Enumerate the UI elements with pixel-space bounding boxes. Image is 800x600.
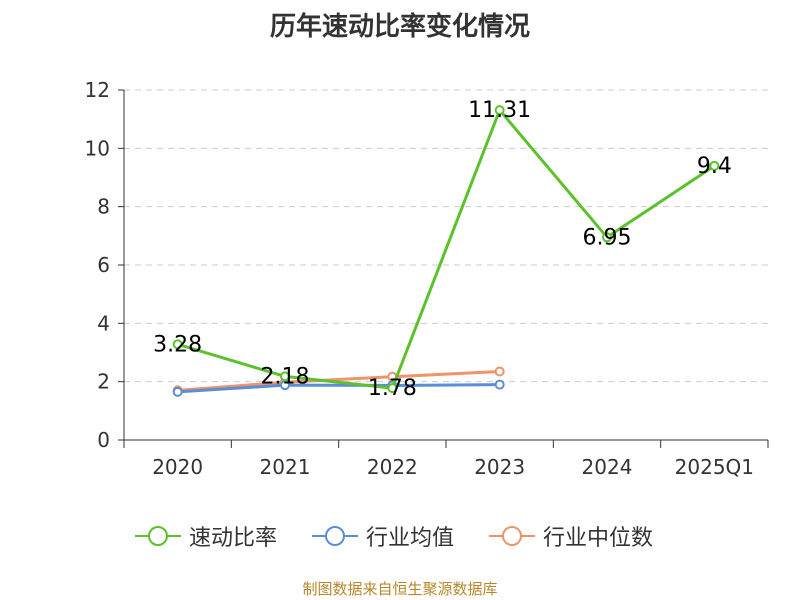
y-tick-label: 0 <box>97 428 110 452</box>
data-label: 6.95 <box>583 225 632 250</box>
y-tick-label: 10 <box>85 136 110 160</box>
data-point <box>494 379 505 390</box>
data-label: 2.18 <box>261 364 310 389</box>
data-label: 1.78 <box>368 376 417 401</box>
x-tick-label: 2020 <box>152 455 203 479</box>
data-source-note: 制图数据来自恒生聚源数据库 <box>302 580 498 598</box>
data-point <box>172 386 183 397</box>
legend-item-quick-ratio[interactable]: 速动比率 <box>135 518 277 554</box>
x-tick-label: 2023 <box>474 455 525 479</box>
y-tick-label: 6 <box>97 253 110 277</box>
chart-title: 历年速动比率变化情况 <box>269 12 530 42</box>
x-tick-label: 2022 <box>367 455 418 479</box>
series-line <box>177 369 500 392</box>
series-line <box>177 383 500 394</box>
legend: 速动比率 行业均值 行业中位数 <box>0 518 800 554</box>
series-line <box>177 108 716 390</box>
legend-marker-industry-median <box>489 526 535 546</box>
data-label: 11.31 <box>468 98 531 123</box>
data-point <box>494 105 505 116</box>
legend-item-industry-median[interactable]: 行业中位数 <box>489 518 653 554</box>
y-tick-label: 8 <box>97 195 110 219</box>
data-label: 3.28 <box>153 332 202 357</box>
legend-label-quick-ratio: 速动比率 <box>189 526 278 551</box>
y-tick-label: 4 <box>97 311 110 335</box>
x-tick-label: 2025Q1 <box>675 455 754 479</box>
legend-marker-industry-mean <box>312 526 358 546</box>
data-point <box>280 371 290 382</box>
data-label: 9.4 <box>697 154 732 179</box>
data-point <box>172 339 183 350</box>
y-tick-label: 12 <box>85 78 110 102</box>
data-point <box>709 160 720 171</box>
x-tick-label: 2021 <box>260 455 311 479</box>
legend-label-industry-median: 行业中位数 <box>543 526 654 551</box>
data-point <box>387 383 398 394</box>
data-point <box>602 232 612 243</box>
x-tick-label: 2024 <box>582 455 633 479</box>
legend-label-industry-mean: 行业均值 <box>366 526 455 551</box>
legend-marker-quick-ratio <box>135 526 181 546</box>
legend-item-industry-mean[interactable]: 行业均值 <box>312 518 454 554</box>
data-point <box>494 366 505 377</box>
y-tick-label: 2 <box>97 370 110 394</box>
